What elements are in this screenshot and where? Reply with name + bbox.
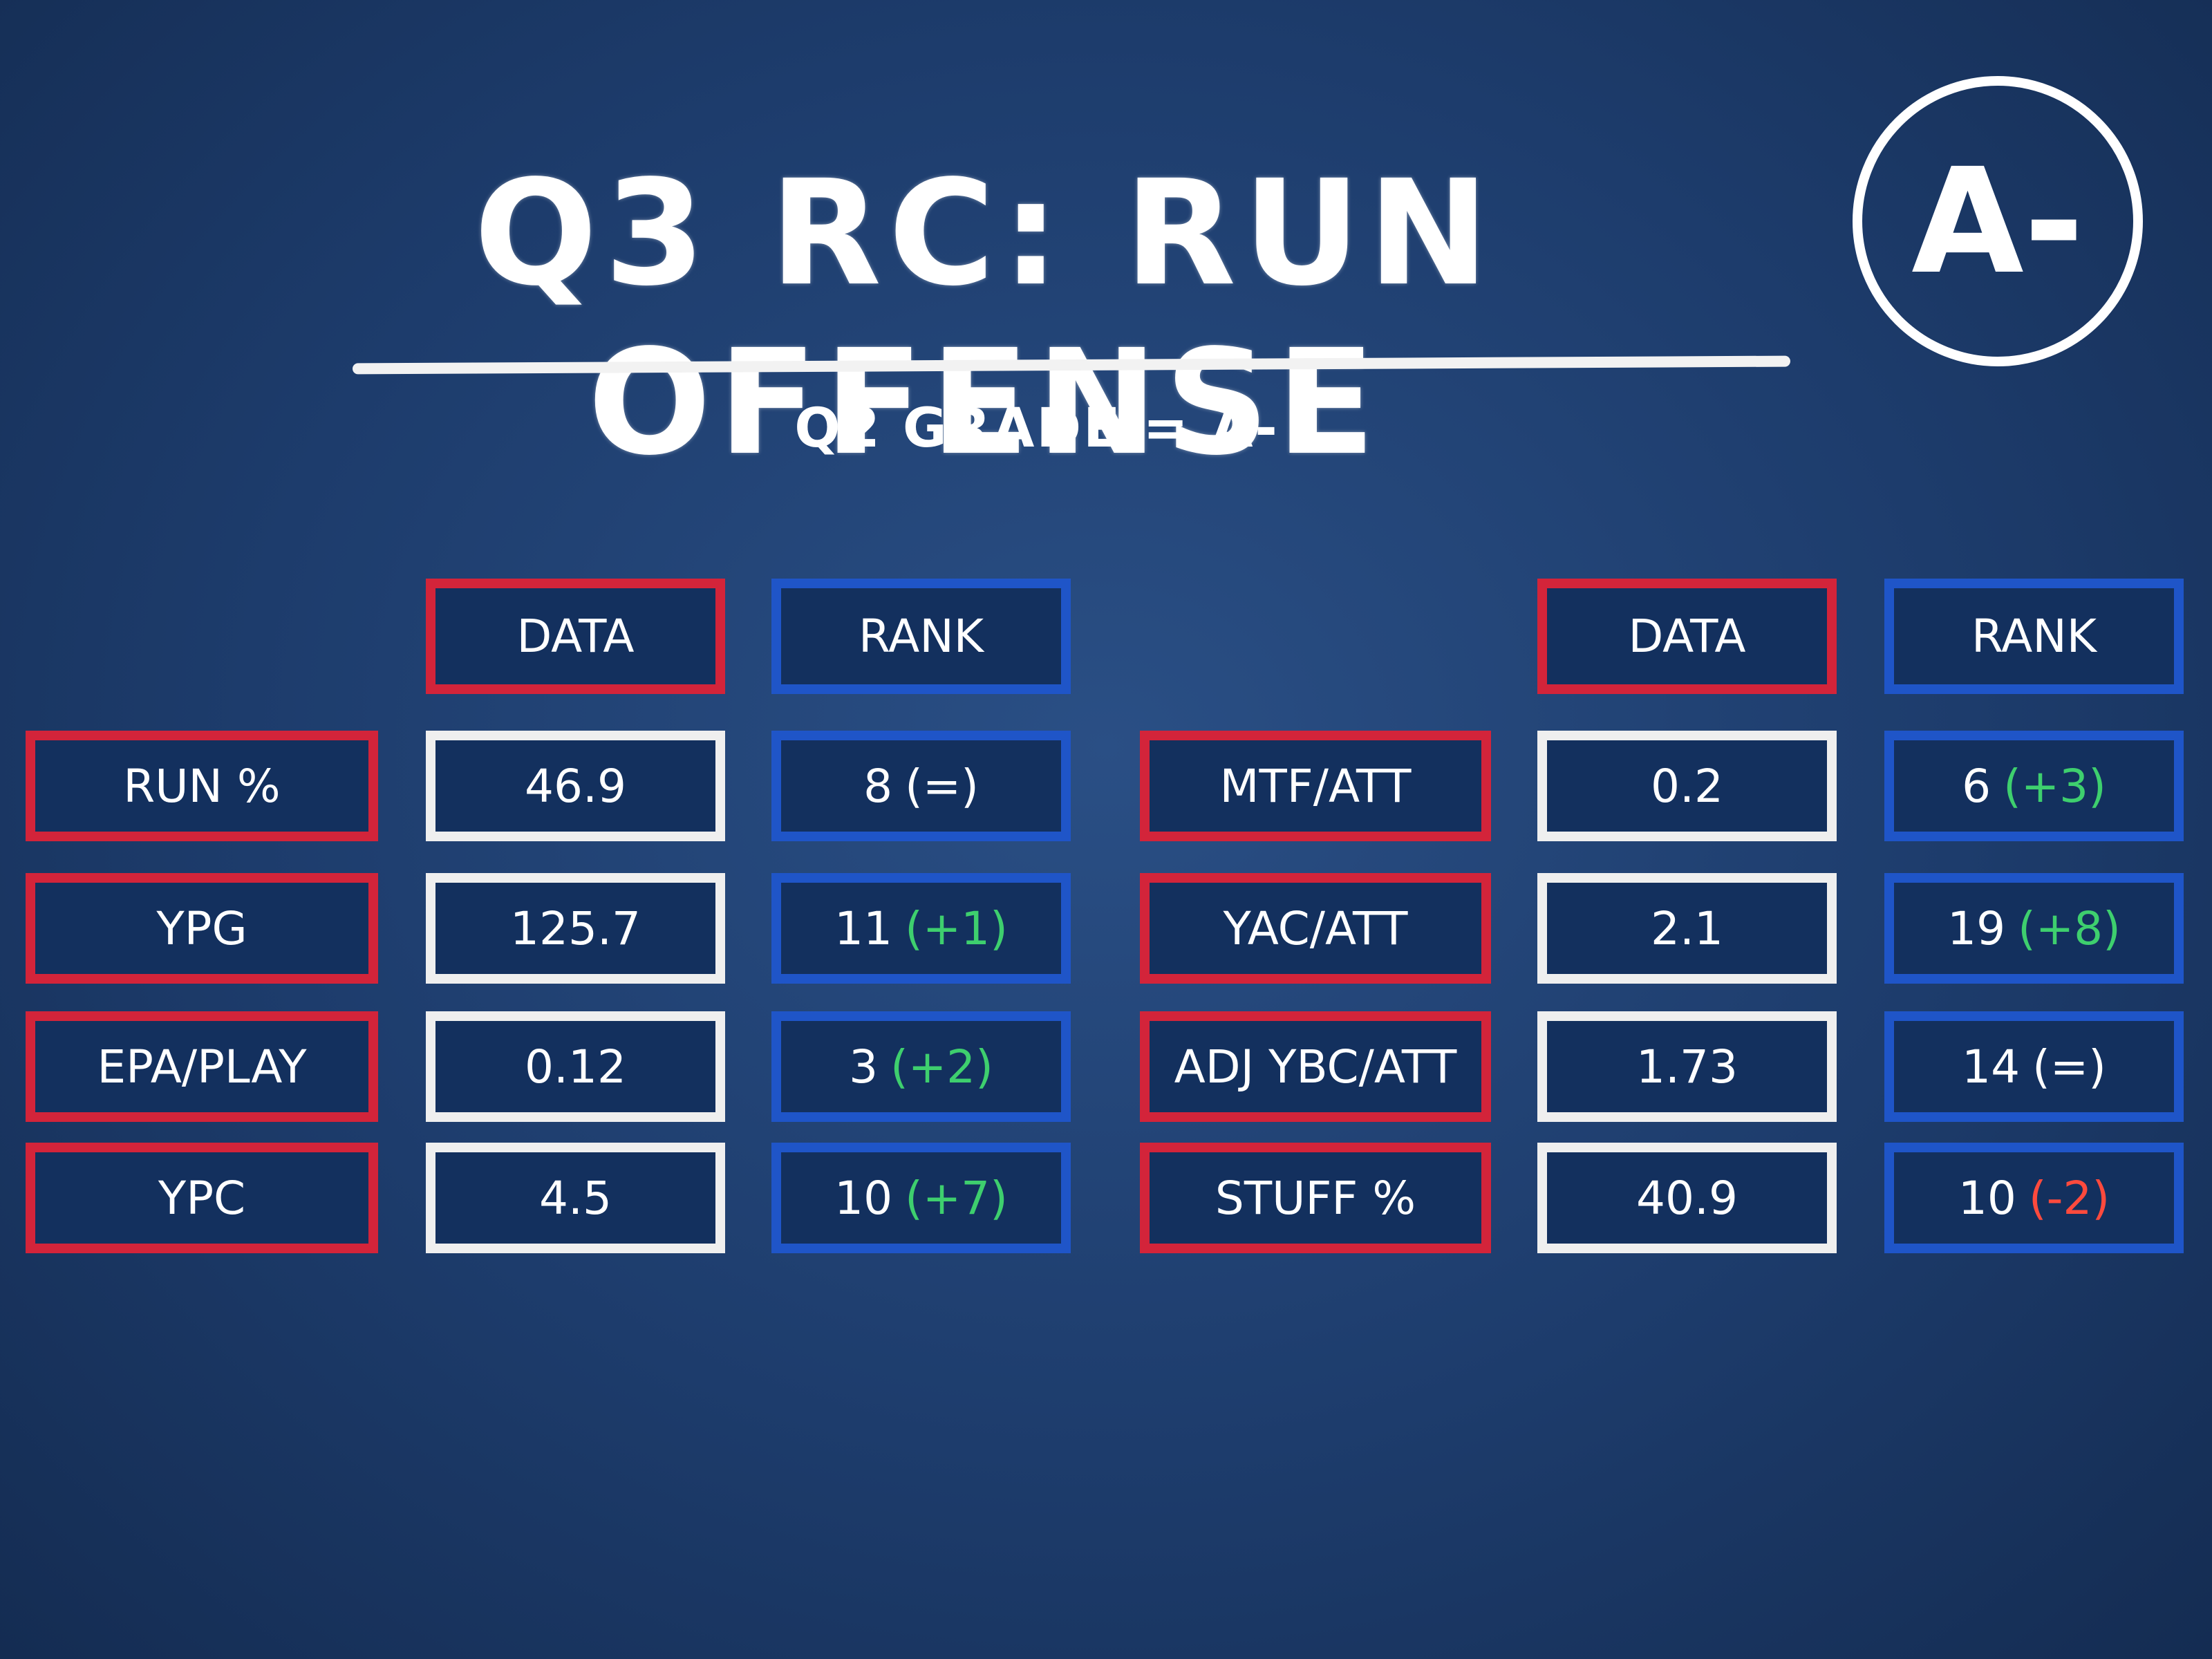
rank-change: (+7) [905, 1171, 1008, 1225]
rank-change: (=) [2032, 1040, 2106, 1094]
data-cell: 0.12 [426, 1011, 725, 1122]
rank-change: (-2) [2028, 1171, 2110, 1225]
row-label-text: RUN % [123, 759, 281, 813]
row-label: RUN % [26, 731, 378, 841]
data-value: 2.1 [1651, 901, 1723, 955]
rank-value: 11 [834, 901, 893, 955]
rank-value: 10 [834, 1171, 893, 1225]
rank-change: (=) [905, 759, 979, 813]
grade-circle: A- [1853, 76, 2143, 366]
data-value: 1.73 [1636, 1040, 1738, 1094]
row-label: YPG [26, 873, 378, 984]
rank-change: (+3) [2003, 759, 2106, 813]
column-header-text: RANK [1971, 610, 2097, 663]
data-cell: 4.5 [426, 1143, 725, 1253]
row-label-text: YPC [158, 1171, 246, 1225]
data-value: 0.12 [525, 1040, 626, 1094]
data-cell: 125.7 [426, 873, 725, 984]
column-header: RANK [1884, 579, 2184, 694]
rank-value: 8 [863, 759, 893, 813]
grade: A- [1911, 136, 2084, 306]
data-cell: 46.9 [426, 731, 725, 841]
rank-change: (+1) [905, 901, 1008, 955]
row-label-text: YPG [156, 901, 247, 955]
data-value: 4.5 [539, 1171, 612, 1225]
rank-cell: 10 (-2) [1884, 1143, 2184, 1253]
row-label: YPC [26, 1143, 378, 1253]
data-value: 0.2 [1651, 759, 1723, 813]
rank-cell: 6 (+3) [1884, 731, 2184, 841]
row-label: ADJ YBC/ATT [1140, 1011, 1491, 1122]
rank-change: (+8) [2018, 901, 2121, 955]
rank-value: 10 [1958, 1171, 2016, 1225]
rank-cell: 14 (=) [1884, 1011, 2184, 1122]
rank-cell: 8 (=) [771, 731, 1071, 841]
rank-cell: 11 (+1) [771, 873, 1071, 984]
data-cell: 0.2 [1537, 731, 1837, 841]
row-label-text: STUFF % [1215, 1171, 1416, 1225]
rank-cell: 19 (+8) [1884, 873, 2184, 984]
data-value: 46.9 [525, 759, 626, 813]
rank-cell: 3 (+2) [771, 1011, 1071, 1122]
rank-value: 6 [1962, 759, 1991, 813]
rank-value: 14 [1962, 1040, 2021, 1094]
data-cell: 1.73 [1537, 1011, 1837, 1122]
subtitle: Q2 GRADE = A- [794, 397, 1280, 460]
data-cell: 2.1 [1537, 873, 1837, 984]
data-cell: 40.9 [1537, 1143, 1837, 1253]
row-label: STUFF % [1140, 1143, 1491, 1253]
column-header-text: DATA [516, 610, 635, 663]
row-label-text: ADJ YBC/ATT [1174, 1040, 1457, 1094]
row-label: EPA/PLAY [26, 1011, 378, 1122]
row-label-text: MTF/ATT [1219, 759, 1412, 813]
rank-cell: 10 (+7) [771, 1143, 1071, 1253]
title: Q3 RC: RUN OFFENSE [474, 149, 1497, 487]
column-header: DATA [426, 579, 725, 694]
row-label: MTF/ATT [1140, 731, 1491, 841]
row-label: YAC/ATT [1140, 873, 1491, 984]
rank-value: 19 [1947, 901, 2006, 955]
row-label-text: EPA/PLAY [97, 1040, 307, 1094]
rank-change: (+2) [890, 1040, 993, 1094]
data-value: 125.7 [510, 901, 641, 955]
rank-value: 3 [849, 1040, 879, 1094]
column-header-text: DATA [1628, 610, 1746, 663]
column-header: RANK [771, 579, 1071, 694]
column-header-text: RANK [859, 610, 984, 663]
row-label-text: YAC/ATT [1223, 901, 1408, 955]
column-header: DATA [1537, 579, 1837, 694]
data-value: 40.9 [1636, 1171, 1738, 1225]
